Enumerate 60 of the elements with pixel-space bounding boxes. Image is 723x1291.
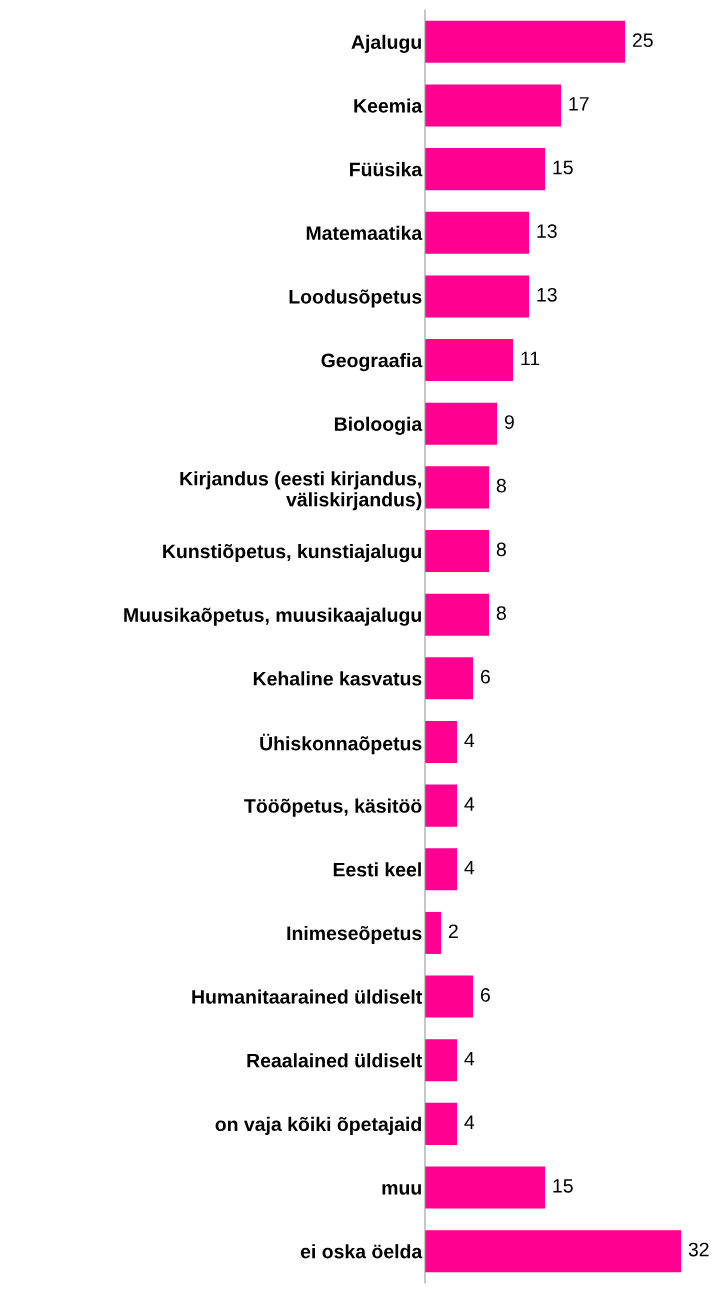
y-tick-label: Keemia: [354, 98, 423, 113]
data-label: 9: [504, 415, 514, 429]
y-tick-label: Muusikaõpetus, muusikaajalugu: [124, 607, 421, 626]
y-tick-label: Bioloogia: [334, 416, 423, 435]
data-label: 13: [537, 224, 557, 238]
data-label: 17: [569, 97, 589, 111]
y-tick-label: Matemaatika: [306, 225, 423, 241]
data-label: 8: [496, 542, 506, 557]
data-label: 4: [464, 1115, 475, 1129]
data-label: 4: [464, 860, 475, 875]
bar: [425, 466, 489, 509]
bar: [425, 1102, 457, 1145]
bar: [425, 402, 497, 445]
bar: [425, 84, 561, 127]
bar: [425, 657, 473, 700]
y-tick-label: muu: [382, 1184, 421, 1195]
bar: [425, 911, 441, 954]
bar: [425, 975, 473, 1018]
y-tick-label: Humanitaarained üldiselt: [192, 989, 422, 1004]
bar: [425, 720, 457, 763]
y-tick-label: Kirjandus (eesti kirjandus, väliskirjandus): [180, 471, 422, 511]
data-label: 6: [480, 988, 490, 1002]
data-label: 13: [537, 287, 557, 302]
y-tick-label: Reaalained üldiselt: [247, 1053, 422, 1068]
bar: [425, 20, 625, 63]
data-label: 15: [553, 1179, 573, 1193]
y-tick-label: Kunstiõpetus, kunstiajalugu: [163, 543, 421, 563]
bar: [425, 530, 489, 573]
data-label: 25: [632, 33, 653, 48]
data-label: 6: [480, 669, 490, 684]
data-label: 2: [448, 924, 458, 938]
bar: [425, 1166, 545, 1209]
data-label: 4: [464, 1051, 475, 1066]
y-tick-label: Ühiskonnaõpetus: [260, 733, 422, 755]
y-tick-label: Füüsika: [350, 162, 423, 177]
data-label: 32: [688, 1242, 709, 1257]
data-label: 8: [496, 606, 506, 620]
y-tick-label: Geograafia: [321, 353, 423, 372]
y-tick-label: Tööõpetus, käsitöö: [244, 798, 422, 817]
data-label: 15: [553, 160, 573, 175]
y-tick-label: Inimeseõpetus: [287, 925, 422, 945]
bar: [425, 784, 457, 827]
bar: [425, 211, 529, 254]
bar: [425, 148, 545, 191]
y-tick-label: Eesti keel: [333, 862, 421, 877]
bar: [425, 339, 513, 382]
y-tick-label: Loodusõpetus: [289, 289, 422, 308]
bar: [425, 593, 489, 636]
data-label: 4: [464, 733, 475, 747]
bar: [425, 1230, 681, 1273]
data-label: 11: [521, 351, 540, 366]
data-label: 8: [496, 478, 506, 493]
bar: [425, 1039, 457, 1082]
y-tick-label: Ajalugu: [351, 34, 421, 53]
bar: [425, 275, 529, 318]
data-label: 4: [464, 797, 475, 811]
y-tick-label: on vaja kõiki õpetajaid: [215, 1116, 421, 1135]
y-tick-label: ei oska öelda: [300, 1244, 423, 1259]
bar: [425, 848, 457, 891]
y-tick-label: Kehaline kasvatus: [253, 671, 422, 686]
